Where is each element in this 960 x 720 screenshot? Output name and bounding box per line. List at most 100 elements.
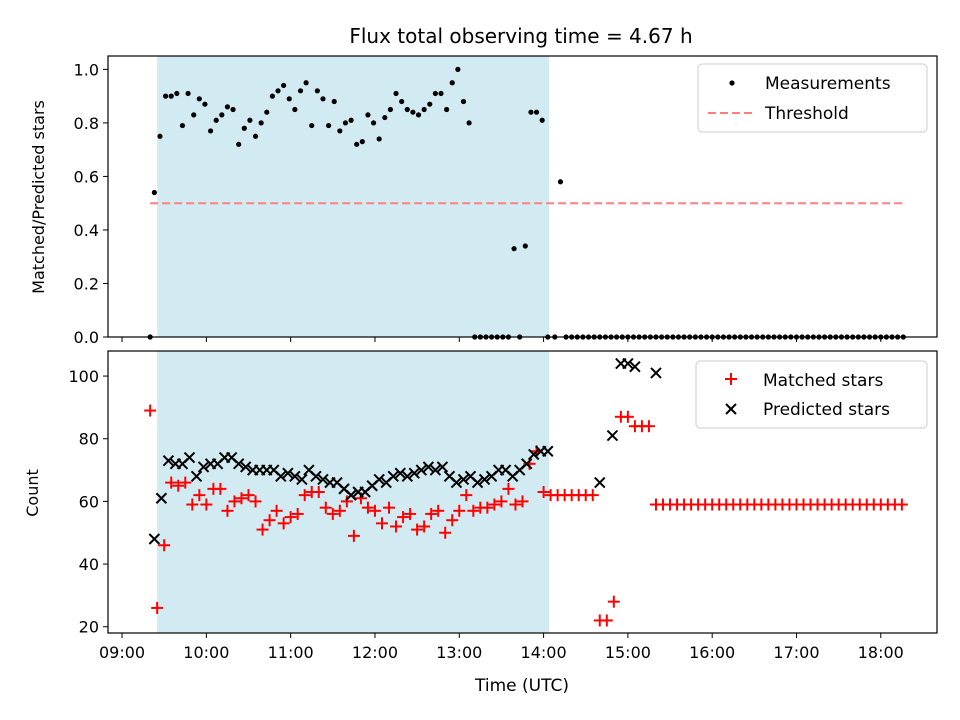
predicted-star-point <box>197 461 210 473</box>
legend-predicted-label: Predicted stars <box>763 400 890 420</box>
predicted-star-point <box>401 470 413 483</box>
matched-star-point <box>411 523 424 536</box>
matched-star-point <box>347 529 360 542</box>
matched-star-point <box>270 504 283 517</box>
measurement-point <box>264 109 270 115</box>
legend-predicted-marker <box>725 403 737 415</box>
measurement-point <box>157 133 163 139</box>
measurement-point <box>387 106 394 113</box>
top-shaded-span <box>157 56 550 337</box>
matched-star-point <box>516 495 529 508</box>
bottom-ytick-label: 20 <box>79 618 99 637</box>
measurement-point <box>466 120 472 126</box>
matched-star-point <box>460 489 473 502</box>
predicted-star-stroke-b <box>275 470 287 483</box>
predicted-star-stroke-b <box>183 451 196 464</box>
matched-star-point <box>383 501 396 514</box>
predicted-star-point <box>457 473 470 486</box>
predicted-star-stroke-b <box>387 470 399 483</box>
matched-star-point <box>221 504 234 517</box>
bottom-y-ticks: 20 40 60 80 100 <box>68 367 108 637</box>
matched-star-point <box>263 514 276 527</box>
bottom-ytick-label: 40 <box>79 555 99 574</box>
predicted-star-point <box>521 458 533 470</box>
predicted-star-point <box>162 454 175 467</box>
bottom-xtick-label: 11:00 <box>268 643 314 662</box>
predicted-star-stroke-b <box>162 454 175 467</box>
measurement-point <box>174 90 180 97</box>
predicted-star-point <box>394 467 406 479</box>
matched-star-point <box>144 404 157 417</box>
predicted-star-stroke-b <box>478 473 491 486</box>
top-panel: 0.0 0.2 0.4 0.6 0.8 1.0 Matched/Predicted sta… <box>29 55 938 347</box>
measurement-point <box>511 246 517 252</box>
predicted-star-stroke-b <box>436 461 449 473</box>
predicted-star-stroke-b <box>268 464 280 476</box>
top-y-axis-label: Matched/Predicted stars <box>29 100 48 294</box>
measurement-point <box>185 90 191 97</box>
predicted-star-point <box>478 473 491 486</box>
predicted-star-point <box>429 464 442 476</box>
matched-star-point <box>481 501 494 514</box>
measurement-point <box>455 66 461 72</box>
matched-star-point <box>277 517 290 530</box>
predicted-star-stroke-b <box>401 470 413 483</box>
matched-star-point <box>607 595 620 608</box>
predicted-star-point <box>387 470 399 483</box>
matched-star-point <box>193 489 206 502</box>
matched-star-point <box>291 507 304 520</box>
measurement-point <box>275 88 281 94</box>
predicted-star-stroke-b <box>239 461 252 473</box>
measurement-point <box>207 128 214 134</box>
bottom-xtick-label: 13:00 <box>436 643 482 662</box>
top-legend: Measurements Threshold <box>697 63 928 133</box>
measurement-point <box>370 120 377 126</box>
legend-matched-marker <box>725 373 737 385</box>
bottom-x-ticks: 09:00 10:00 11:00 12:00 13:00 14:00 15:00 16:00… <box>99 633 904 662</box>
predicted-star-point <box>183 451 196 464</box>
predicted-star-stroke-b <box>148 533 161 545</box>
predicted-star-stroke-b <box>155 492 168 504</box>
measurement-point <box>219 112 225 118</box>
measurement-point <box>421 106 427 113</box>
measurement-point <box>359 139 365 145</box>
matched-star-point <box>495 495 508 508</box>
measurement-point <box>314 88 320 94</box>
measurement-point <box>303 80 309 86</box>
predicted-star-stroke-b <box>443 470 456 483</box>
predicted-star-point <box>317 473 329 486</box>
measurement-point <box>213 117 219 123</box>
predicted-star-stroke-b <box>594 476 606 489</box>
predicted-star-stroke-b <box>408 467 421 479</box>
matched-star-point <box>361 501 374 514</box>
matched-star-point <box>368 504 381 517</box>
predicted-star-stroke-b <box>450 476 463 489</box>
predicted-star-point <box>629 360 641 373</box>
measurement-point <box>163 93 169 99</box>
matched-star-point <box>895 498 908 511</box>
matched-star-point <box>228 495 241 508</box>
measurement-point <box>342 120 349 126</box>
predicted-star-point <box>190 470 203 483</box>
predicted-star-point <box>436 461 449 473</box>
predicted-star-stroke-b <box>310 470 322 483</box>
measurement-point <box>432 90 438 97</box>
matched-star-point <box>467 504 480 517</box>
matched-star-point <box>179 476 192 489</box>
bottom-y-axis-label: Count <box>23 469 42 517</box>
matched-star-point <box>375 517 388 530</box>
measurement-point <box>236 141 242 147</box>
matched-star-point <box>298 489 311 502</box>
predicted-star-stroke-b <box>331 476 343 489</box>
measurement-point <box>151 189 157 196</box>
predicted-star-stroke-b <box>622 357 634 370</box>
bottom-xtick-label: 17:00 <box>773 643 819 662</box>
measurement-point <box>247 117 253 123</box>
predicted-star-stroke-b <box>629 360 641 373</box>
top-legend-box <box>697 63 928 133</box>
predicted-star-point <box>282 467 294 479</box>
measurement-point <box>269 93 275 99</box>
predicted-star-point <box>232 458 245 470</box>
predicted-star-stroke-b <box>394 467 406 479</box>
predicted-star-stroke-b <box>296 473 308 486</box>
